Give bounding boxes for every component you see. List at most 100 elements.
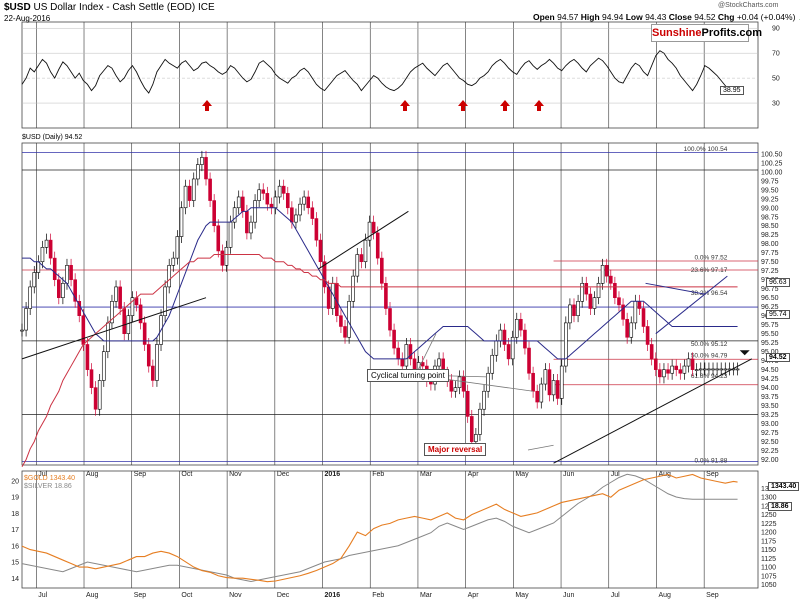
open-value: 94.57 bbox=[557, 12, 579, 22]
usd-candle-150 bbox=[633, 301, 638, 324]
usd-candle-81 bbox=[351, 275, 356, 302]
usd-candle-139 bbox=[588, 293, 593, 309]
usd-candle-17 bbox=[89, 369, 94, 388]
high-value: 94.94 bbox=[602, 12, 624, 22]
usd-candle-25 bbox=[122, 308, 127, 334]
usd-candle-37 bbox=[171, 257, 176, 266]
gold-legend-name: $GOLD bbox=[24, 475, 48, 482]
usd-candle-31 bbox=[146, 344, 151, 367]
usd-xtick-2016: 2016 bbox=[325, 471, 341, 478]
usd-candle-167 bbox=[703, 368, 707, 371]
usd-ytick-93.75: 93.75 bbox=[761, 394, 779, 401]
fib-label-2: 23.6% 97.17 bbox=[691, 267, 728, 274]
rsi-ytick-90: 90 bbox=[772, 26, 780, 33]
usd-candle-79 bbox=[343, 326, 347, 338]
usd-candle-160 bbox=[674, 365, 679, 370]
usd-candle-43 bbox=[196, 164, 200, 180]
usd-candle-115 bbox=[490, 354, 495, 374]
usd-candle-24 bbox=[118, 286, 122, 309]
gs-ytick-left-16: 16 bbox=[11, 543, 19, 550]
usd-candle-72 bbox=[314, 218, 319, 241]
oversold-arrow-icon-1 bbox=[400, 100, 410, 111]
usd-candle-171 bbox=[719, 368, 724, 371]
header-watermark: @StockCharts.com bbox=[718, 2, 779, 9]
usd-candle-111 bbox=[474, 434, 478, 442]
usd-candle-92 bbox=[396, 347, 400, 360]
usd-candle-53 bbox=[236, 196, 241, 209]
header-ohlc: Open 94.57 High 94.94 Low 94.43 Close 94… bbox=[533, 12, 800, 22]
gs-xtick-Jul: Jul bbox=[38, 592, 47, 599]
usd-candle-47 bbox=[212, 200, 216, 227]
usd-candle-83 bbox=[359, 254, 364, 263]
usd-left-trendline bbox=[21, 297, 207, 360]
usd-xtick-Nov: Nov bbox=[229, 471, 242, 478]
fib-label-4: 50.0% 95.12 bbox=[691, 341, 728, 348]
usd-candle-157 bbox=[662, 369, 666, 378]
sunshine-profits-logo: SunshineProfits.com bbox=[651, 24, 762, 42]
usd-ma-long-line bbox=[21, 254, 738, 468]
usd-candle-166 bbox=[698, 368, 703, 371]
usd-candle-134 bbox=[568, 304, 572, 324]
usd-support-trendline bbox=[553, 358, 753, 464]
gs-ytick-left-17: 17 bbox=[11, 527, 19, 534]
usd-ytick-95.00: 95.00 bbox=[761, 349, 779, 356]
usd-candle-106 bbox=[453, 387, 458, 392]
usd-candle-66 bbox=[290, 207, 294, 223]
annotation-cyclical-turning-point: Cyclical turning point bbox=[367, 369, 449, 382]
usd-candle-62 bbox=[273, 196, 278, 209]
chg-up-arrow-icon: ▲ bbox=[798, 12, 800, 22]
gs-ytick-right-1100: 1100 bbox=[761, 565, 776, 572]
usd-ytick-97.50: 97.50 bbox=[761, 259, 779, 266]
usd-candle-42 bbox=[191, 178, 196, 201]
usd-candle-113 bbox=[482, 390, 486, 410]
gold-silver-panel-frame bbox=[21, 470, 759, 589]
usd-candle-13 bbox=[73, 279, 77, 302]
usd-ytick-93.00: 93.00 bbox=[761, 421, 779, 428]
usd-candle-55 bbox=[245, 211, 249, 234]
gs-ytick-left-20: 20 bbox=[11, 478, 19, 485]
usd-ma-short-line bbox=[22, 207, 738, 360]
usd-candle-108 bbox=[461, 376, 466, 392]
usd-candle-61 bbox=[269, 203, 274, 209]
usd-candle-78 bbox=[339, 315, 343, 327]
usd-ytick-96.25: 96.25 bbox=[761, 304, 779, 311]
usd-candle-124 bbox=[527, 347, 531, 374]
usd-ytick-95.75: 95.75 bbox=[761, 322, 779, 329]
usd-candle-128 bbox=[543, 369, 548, 385]
usd-dec-trendline bbox=[318, 210, 409, 270]
usd-panel-title: $USD (Daily) 94.52 bbox=[22, 134, 83, 141]
usd-candle-136 bbox=[576, 301, 580, 316]
usd-candle-165 bbox=[694, 369, 699, 371]
usd-xtick-Jul: Jul bbox=[611, 471, 620, 478]
gs-ytick-left-15: 15 bbox=[11, 560, 19, 567]
gold-line bbox=[21, 473, 738, 583]
usd-candle-164 bbox=[690, 358, 695, 370]
usd-candle-105 bbox=[449, 380, 454, 392]
usd-candle-22 bbox=[110, 301, 114, 324]
usd-candle-29 bbox=[138, 304, 143, 324]
usd-candle-127 bbox=[539, 383, 544, 403]
low-value: 94.43 bbox=[645, 12, 667, 22]
usd-xtick-Sep: Sep bbox=[706, 471, 719, 478]
usd-candle-149 bbox=[629, 322, 634, 338]
usd-candle-27 bbox=[130, 297, 135, 316]
close-label: Close bbox=[668, 12, 692, 22]
usd-candle-159 bbox=[670, 365, 674, 374]
silver-legend-name: $SILVER bbox=[24, 483, 53, 490]
usd-xtick-Aug: Aug bbox=[658, 471, 671, 478]
usd-candle-33 bbox=[155, 344, 159, 381]
usd-ytick-98.50: 98.50 bbox=[761, 223, 779, 230]
usd-candle-112 bbox=[478, 408, 482, 435]
ma-short-last-tag: 95.74 bbox=[766, 310, 790, 319]
silver-legend-value: 18.86 bbox=[54, 483, 72, 490]
usd-candle-80 bbox=[347, 301, 351, 338]
usd-candle-90 bbox=[388, 308, 392, 331]
gs-ytick-right-1225: 1225 bbox=[761, 521, 777, 528]
fib-label-1: 0.0% 97.52 bbox=[694, 255, 727, 262]
logo-part-1: Sunshine bbox=[652, 27, 702, 39]
usd-xtick-May: May bbox=[515, 471, 529, 478]
usd-candle-10 bbox=[61, 283, 65, 299]
usd-candle-11 bbox=[65, 265, 69, 284]
usd-xtick-Dec: Dec bbox=[277, 471, 290, 478]
usd-candle-169 bbox=[711, 368, 715, 371]
